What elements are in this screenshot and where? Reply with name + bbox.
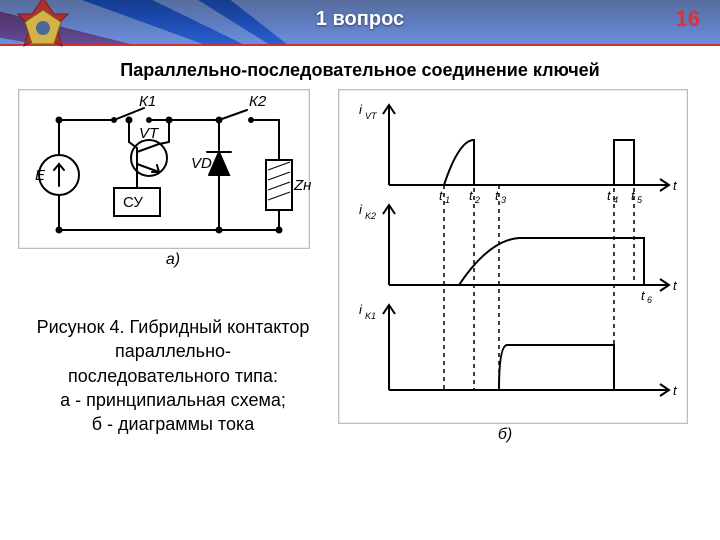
header-rule [0,44,720,46]
label-k2: К2 [249,93,267,110]
svg-text:VT: VT [365,111,378,121]
label-e: Е [35,167,46,184]
svg-text:2: 2 [474,195,480,205]
svg-text:t: t [607,188,612,203]
svg-text:4: 4 [613,195,618,205]
caption-line3: последовательного типа: [22,364,324,388]
figure-caption: Рисунок 4. Гибридный контактор параллель… [18,315,328,436]
caption-line2: параллельно- [22,339,324,363]
figure-a-circuit: К1 К2 VT VD Е СУ Zн [18,89,310,249]
label-vt: VT [139,125,160,142]
crest-icon [16,0,70,50]
content-area: К1 К2 VT VD Е СУ Zн а) Рисунок 4. Гибрид… [0,89,720,444]
axis-t-2: t [673,278,678,293]
svg-text:5: 5 [637,195,643,205]
label-vd: VD [191,155,212,172]
figure-b-timing: iVT iK2 iK1 t t t t1 t2 t3 t4 t5 t6 [338,89,688,424]
slide-header: 1 вопрос 16 [0,0,720,44]
svg-text:6: 6 [647,295,652,305]
right-column: iVT iK2 iK1 t t t t1 t2 t3 t4 t5 t6 б) [338,89,702,444]
caption-line4: а - принципиальная схема; [22,388,324,412]
svg-text:3: 3 [501,195,506,205]
figure-a-sublabel: а) [18,251,328,269]
figure-b-sublabel: б) [338,426,702,444]
svg-text:K2: K2 [365,211,376,221]
subtitle: Параллельно-последовательное соединение … [10,60,710,81]
svg-text:i: i [359,302,363,317]
header-title: 1 вопрос [0,8,720,31]
label-su: СУ [123,194,143,211]
label-k1: К1 [139,93,156,110]
caption-line5: б - диаграммы тока [22,412,324,436]
svg-text:i: i [359,102,363,117]
caption-line1: Рисунок 4. Гибридный контактор [22,315,324,339]
svg-text:t: t [641,288,646,303]
svg-text:t: t [631,188,636,203]
svg-text:i: i [359,202,363,217]
label-zn: Zн [293,177,311,194]
svg-text:1: 1 [445,195,450,205]
slide-number: 16 [676,6,700,32]
left-column: К1 К2 VT VD Е СУ Zн а) Рисунок 4. Гибрид… [18,89,328,436]
axis-t-1: t [673,178,678,193]
svg-text:K1: K1 [365,311,376,321]
axis-t-3: t [673,383,678,398]
